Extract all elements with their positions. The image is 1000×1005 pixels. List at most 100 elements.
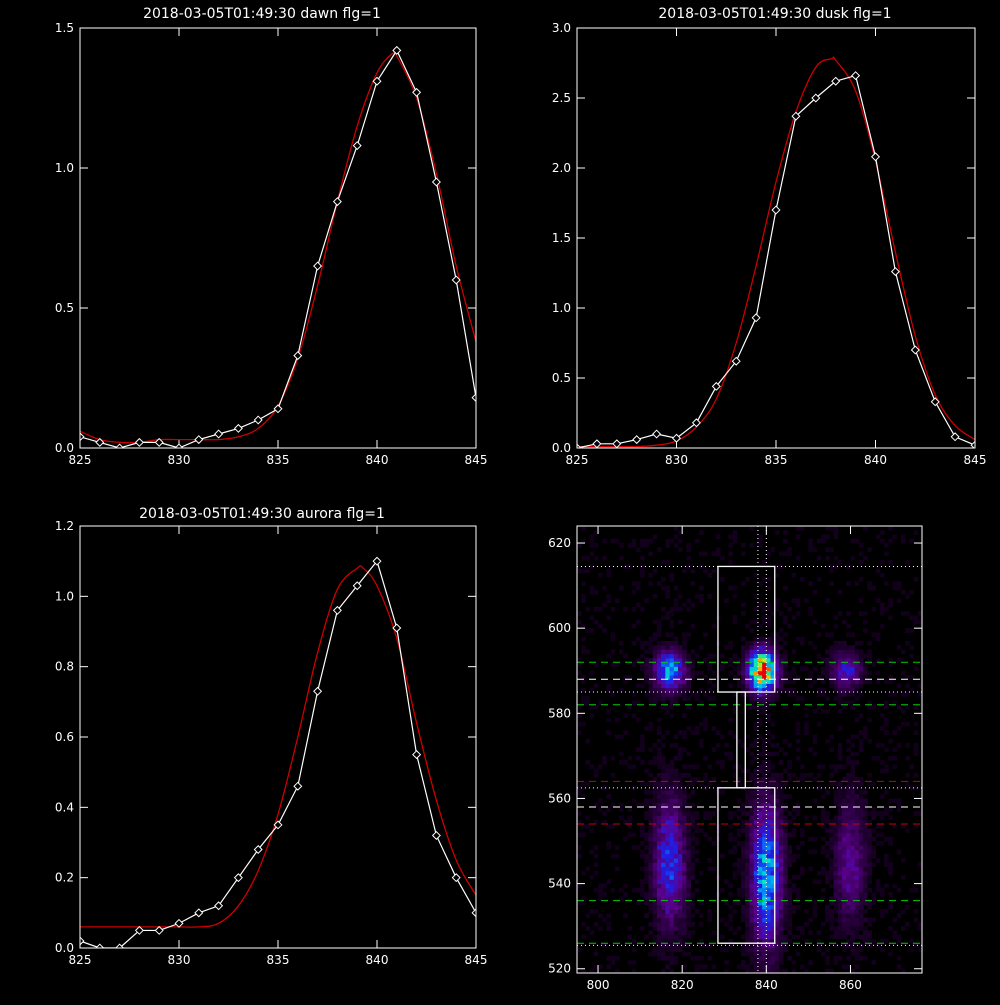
- heatmap-cell: [833, 887, 839, 893]
- heatmap-cell: [656, 819, 662, 825]
- heatmap-cell: [652, 858, 658, 863]
- heatmap-cell: [850, 687, 856, 693]
- heatmap-cell: [804, 921, 809, 927]
- heatmap-cell: [770, 900, 776, 906]
- heatmap-cell: [669, 943, 675, 948]
- heatmap-cell: [606, 879, 612, 884]
- heatmap-cell: [871, 960, 877, 965]
- heatmap-cell: [900, 909, 906, 914]
- heatmap-cell: [842, 913, 847, 919]
- heatmap-cell: [665, 781, 670, 787]
- heatmap-cell: [829, 909, 835, 914]
- heatmap-cell: [913, 530, 919, 535]
- heatmap-cell: [833, 917, 839, 923]
- heatmap-cell: [846, 623, 851, 629]
- heatmap-cell: [762, 798, 767, 804]
- heatmap-cell: [741, 662, 746, 667]
- heatmap-cell: [665, 917, 670, 923]
- heatmap-cell: [766, 938, 771, 944]
- heatmap-cell: [858, 806, 864, 812]
- heatmap-cell: [900, 611, 906, 616]
- heatmap-cell: [656, 696, 662, 701]
- heatmap-cell: [648, 772, 654, 778]
- dusk-line-plot: 2018-03-05T01:49:30 dusk flg=1 825 830 835…: [552, 6, 987, 467]
- heatmap-cell: [833, 623, 839, 629]
- heatmap-cell: [753, 657, 759, 663]
- measured-data-point: [313, 686, 323, 696]
- heatmap-cell: [766, 947, 771, 953]
- heatmap-cell: [774, 743, 780, 748]
- heatmap-cell: [837, 892, 843, 897]
- heatmap-cell: [896, 802, 902, 808]
- heatmap-cell: [846, 866, 851, 872]
- heatmap-cell: [610, 960, 616, 965]
- heatmap-cell: [842, 849, 847, 855]
- heatmap-cell: [846, 755, 851, 761]
- heatmap-cell: [787, 909, 792, 914]
- heatmap-cell: [694, 841, 700, 846]
- heatmap-cell: [677, 866, 683, 872]
- heatmap-cell: [749, 666, 755, 672]
- heatmap-cell: [774, 836, 780, 842]
- heatmap-cell: [686, 836, 691, 842]
- heatmap-cell: [677, 649, 683, 655]
- heatmap-cell: [770, 802, 776, 808]
- heatmap-cell: [745, 789, 750, 795]
- heatmap-cell: [656, 875, 662, 880]
- heatmap-cell: [623, 679, 628, 684]
- heatmap-cell: [581, 900, 586, 906]
- heatmap-cell: [648, 836, 654, 842]
- measured-data-point: [731, 356, 741, 366]
- heatmap-cell: [858, 662, 864, 667]
- heatmap-cell: [816, 721, 822, 727]
- heatmap-cell: [833, 955, 839, 961]
- heatmap-cell: [673, 832, 679, 838]
- heatmap-cell: [694, 836, 700, 842]
- heatmap-cell: [749, 947, 755, 953]
- heatmap-cell: [774, 824, 780, 829]
- heatmap-cell: [905, 628, 910, 633]
- heatmap-cell: [736, 832, 742, 838]
- heatmap-cell: [711, 568, 717, 574]
- heatmap-cell: [778, 683, 784, 689]
- heatmap-cell: [762, 666, 767, 672]
- heatmap-cell: [602, 628, 607, 633]
- heatmap-cell: [644, 781, 649, 787]
- heatmap-cell: [858, 781, 864, 787]
- heatmap-cell: [661, 951, 666, 957]
- heatmap-cell: [682, 734, 687, 740]
- heatmap-cell: [619, 687, 624, 693]
- heatmap-cell: [741, 602, 746, 608]
- heatmap-cell: [854, 858, 860, 863]
- heatmap-cell: [745, 887, 750, 893]
- heatmap-cell: [661, 870, 666, 876]
- heatmap-cell: [665, 704, 670, 710]
- heatmap-cell: [732, 653, 738, 659]
- heatmap-cell: [905, 675, 910, 680]
- heatmap-cell: [783, 794, 788, 799]
- heatmap-cell: [749, 943, 755, 948]
- heatmap-cell: [854, 734, 860, 740]
- heatmap-cell: [593, 589, 599, 595]
- heatmap-cell: [896, 913, 902, 919]
- heatmap-cell: [837, 849, 843, 855]
- heatmap-cell: [846, 670, 851, 676]
- heatmap-cell: [686, 632, 691, 638]
- heatmap-cell: [686, 815, 691, 821]
- heatmap-cell: [879, 892, 885, 897]
- fit-curve-line: [577, 56, 975, 448]
- heatmap-cell: [614, 866, 620, 872]
- heatmap-cell: [669, 683, 675, 689]
- measured-data-point: [233, 423, 243, 433]
- heatmap-cell: [656, 730, 662, 735]
- heatmap-cell: [673, 836, 679, 842]
- heatmap-cell: [682, 883, 687, 889]
- heatmap-cell: [665, 879, 670, 884]
- heatmap-cell: [707, 858, 713, 863]
- heatmap-cell: [867, 657, 872, 663]
- heatmap-cell: [593, 853, 599, 859]
- heatmap-cell: [783, 781, 788, 787]
- heatmap-cell: [635, 700, 641, 706]
- heatmap-cell: [774, 892, 780, 897]
- heatmap-cell: [892, 730, 898, 735]
